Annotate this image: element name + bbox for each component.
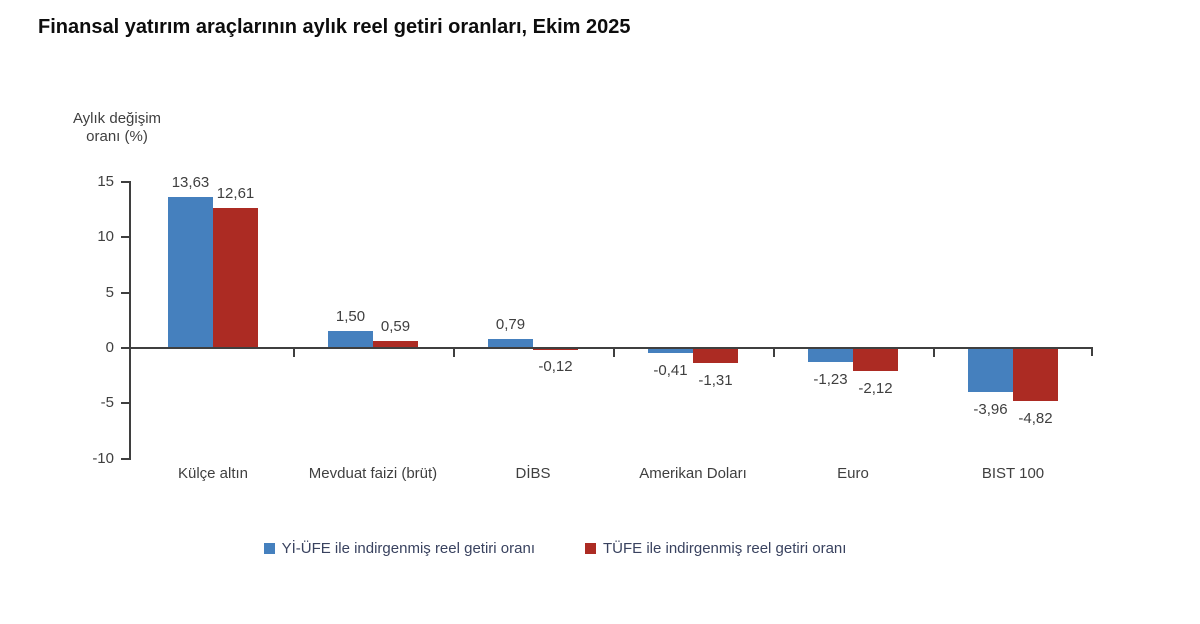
- value-label: -4,82: [1018, 410, 1053, 428]
- value-label: -0,12: [538, 358, 573, 376]
- bar-tufe-2: [373, 341, 418, 348]
- category-label: Euro: [837, 465, 869, 482]
- x-axis-tick: [773, 348, 775, 357]
- value-label: 0,79: [495, 316, 526, 334]
- x-axis-tick: [453, 348, 455, 357]
- legend: Yİ-ÜFE ile indirgenmiş reel getiri oranı…: [60, 540, 1050, 557]
- bar-tufe-6: [1013, 348, 1058, 402]
- y-axis-tick: [121, 180, 130, 183]
- value-label: 0,59: [380, 318, 411, 336]
- value-label: 13,63: [171, 173, 210, 191]
- legend-label-yiufe: Yİ-ÜFE ile indirgenmiş reel getiri oranı: [281, 540, 535, 557]
- y-axis-tick: [121, 236, 130, 239]
- category-label: Amerikan Doları: [639, 465, 747, 482]
- y-axis-title-line2: oranı (%): [86, 128, 148, 145]
- bar-yiufe-1: [168, 196, 213, 348]
- legend-item-yiufe: Yİ-ÜFE ile indirgenmiş reel getiri oranı: [263, 540, 535, 557]
- value-label: -1,23: [813, 370, 848, 388]
- category-label: Külçe altın: [177, 465, 249, 482]
- x-axis-line: [129, 347, 1093, 349]
- y-axis-line: [129, 181, 131, 460]
- bar-yiufe-2: [328, 331, 373, 348]
- bar-yiufe-6: [968, 348, 1013, 392]
- x-axis-tick: [293, 348, 295, 357]
- bar-yiufe-4: [648, 348, 693, 353]
- legend-label-tufe: TÜFE ile indirgenmiş reel getiri oranı: [603, 540, 847, 557]
- category-label: DİBS: [515, 465, 551, 482]
- bar-tufe-4: [693, 348, 738, 363]
- y-axis-title: Aylık değişim oranı (%): [56, 110, 178, 146]
- bar-tufe-5: [853, 348, 898, 372]
- value-label: -2,12: [858, 380, 893, 398]
- bar-yiufe-3: [488, 339, 533, 348]
- value-label: -3,96: [973, 400, 1008, 418]
- y-tick-label: 5: [105, 283, 114, 301]
- x-axis-tick: [933, 348, 935, 357]
- legend-swatch-yiufe: [263, 543, 275, 554]
- y-tick-label: -5: [100, 394, 114, 412]
- category-label: Mevduat faizi (brüt): [308, 465, 438, 482]
- y-axis-tick: [121, 347, 130, 349]
- value-label: -1,31: [698, 371, 733, 389]
- y-axis-title-line1: Aylık değişim: [72, 110, 162, 127]
- y-tick-label: 15: [97, 172, 114, 190]
- x-axis-end-tick: [1091, 347, 1093, 356]
- y-tick-label: -10: [92, 449, 114, 467]
- legend-swatch-tufe: [585, 543, 596, 554]
- y-tick-label: 10: [97, 228, 114, 246]
- x-axis-tick: [613, 348, 615, 357]
- bar-tufe-1: [213, 208, 258, 348]
- legend-item-tufe: TÜFE ile indirgenmiş reel getiri oranı: [585, 540, 846, 557]
- category-label: BIST 100: [981, 465, 1045, 482]
- value-label: 1,50: [335, 308, 366, 326]
- value-label: 12,61: [216, 185, 255, 203]
- y-axis-tick: [121, 457, 130, 460]
- y-tick-label: 0: [105, 339, 114, 356]
- bar-yiufe-5: [808, 348, 853, 362]
- y-axis-tick: [121, 291, 130, 294]
- value-label: -0,41: [653, 361, 688, 379]
- chart-title: Finansal yatırım araçlarının aylık reel …: [38, 16, 631, 38]
- y-axis-tick: [121, 402, 130, 405]
